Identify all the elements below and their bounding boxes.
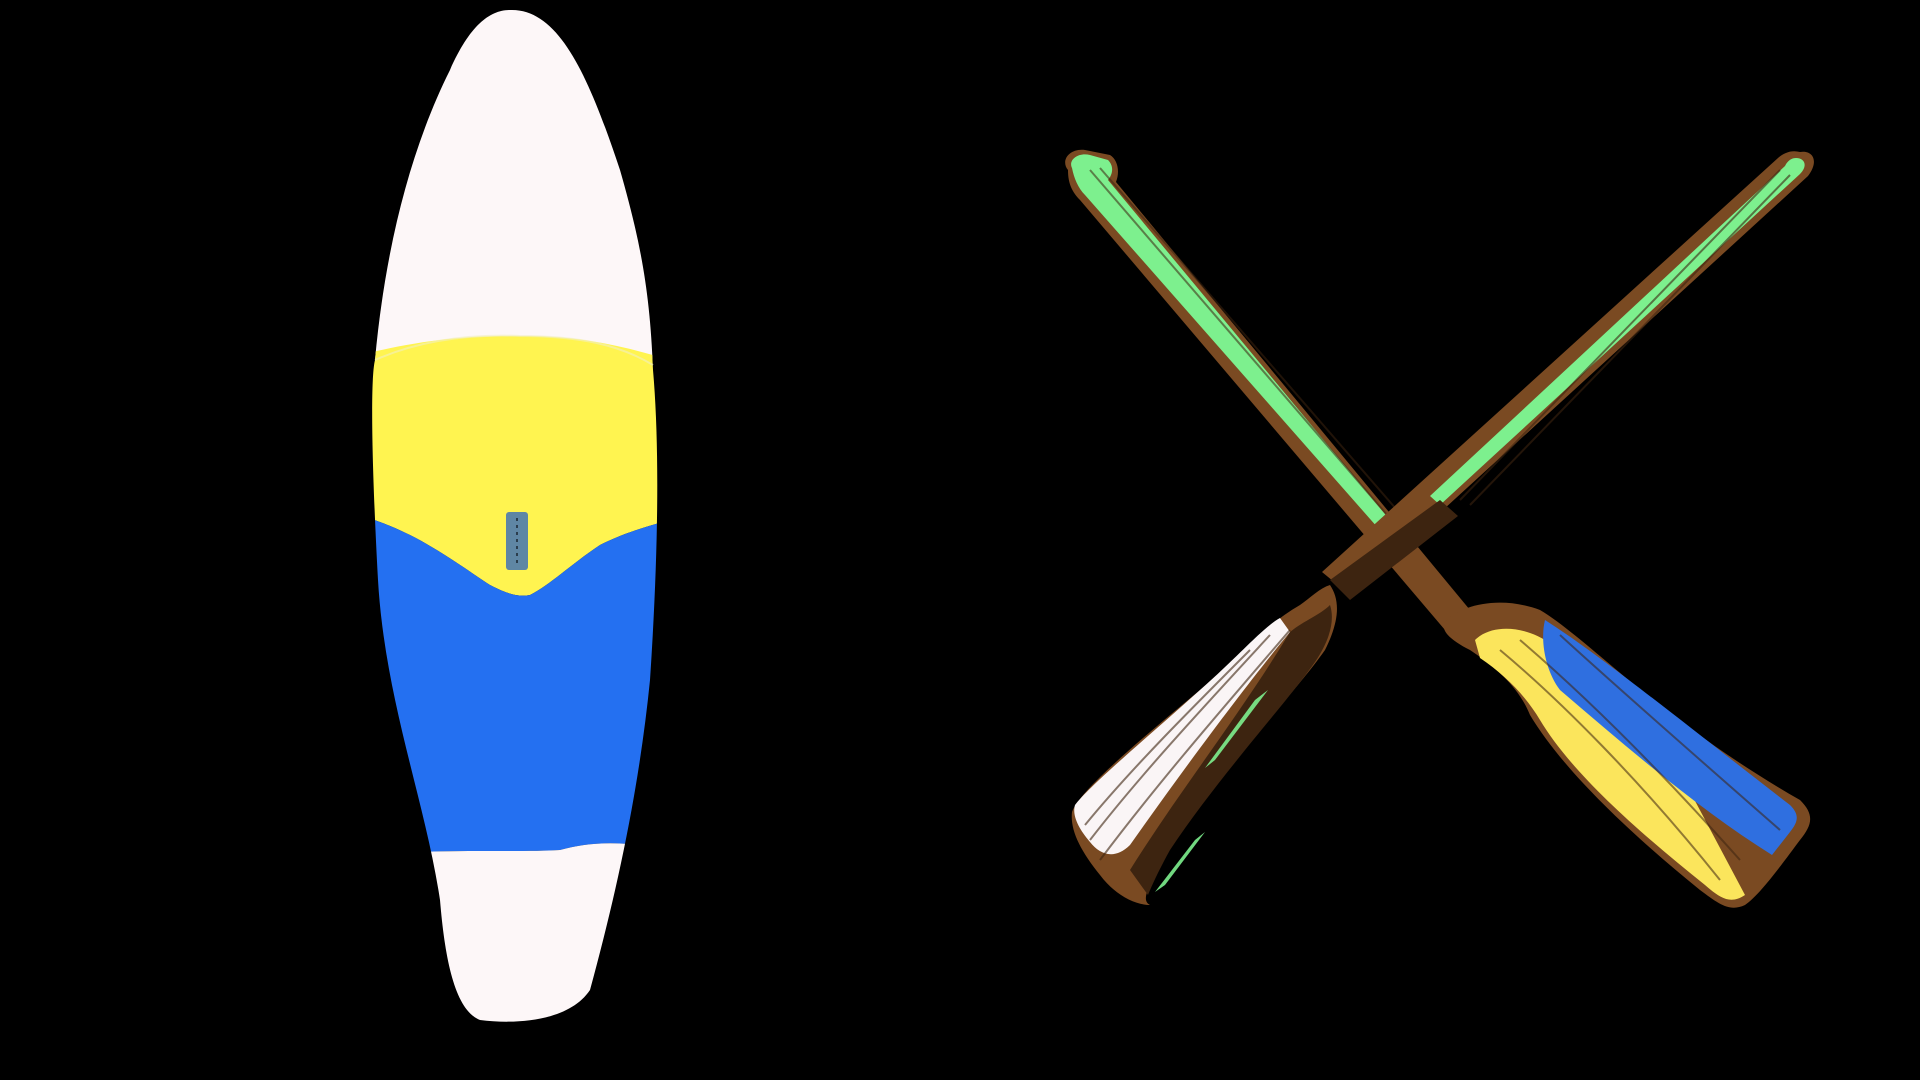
oar-left-shaft-green — [1430, 158, 1805, 505]
board-outline — [374, 334, 654, 366]
oar-right-blade — [1065, 149, 1811, 908]
oar-right-blade-blue — [1543, 620, 1797, 855]
oar-left-blade-dark — [1130, 605, 1332, 895]
oar-left-grain — [1084, 169, 1791, 861]
board-tail — [372, 843, 658, 1022]
oar-left-blade-green-accent-2 — [1155, 832, 1205, 892]
board-nose — [372, 9, 658, 360]
crossed-oars — [1065, 149, 1814, 908]
board-yellow-band — [372, 335, 658, 596]
oar-left-blade-green-accent — [1205, 690, 1268, 768]
oar-left-blade-white — [1074, 618, 1290, 855]
oar-right-blade-yellow — [1475, 628, 1745, 900]
oar-right-shaft-green — [1071, 154, 1390, 528]
oar-right-grain — [1089, 167, 1781, 881]
oar-left-blade — [1071, 151, 1814, 905]
oar-left-shaft-dark — [1330, 500, 1458, 600]
board-blue-band — [372, 515, 658, 852]
paddleboard — [372, 9, 658, 1022]
